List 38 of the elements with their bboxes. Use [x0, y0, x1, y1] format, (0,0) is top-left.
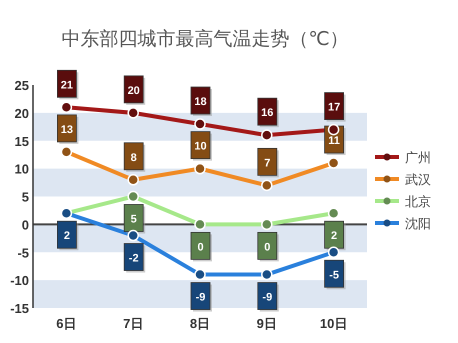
- y-tick-label: 20: [14, 106, 29, 121]
- legend-label: 沈阳: [405, 216, 431, 231]
- x-tick-label: 10日: [320, 316, 348, 331]
- data-label: 13: [60, 124, 74, 136]
- data-label: 10: [194, 140, 207, 153]
- x-tick-label: 9日: [256, 316, 277, 331]
- data-label: -5: [329, 269, 339, 282]
- data-label: 0: [197, 241, 204, 254]
- data-label: 16: [261, 107, 274, 120]
- y-tick-label: -5: [17, 245, 29, 260]
- data-label: -9: [262, 292, 272, 304]
- y-tick-label: 15: [14, 134, 29, 149]
- data-label: 8: [130, 152, 137, 164]
- data-label: 20: [128, 84, 140, 97]
- x-tick-label: 8日: [190, 316, 210, 331]
- data-label: 5: [130, 214, 137, 226]
- data-label: 2: [331, 230, 338, 242]
- y-tick-label: 10: [14, 162, 29, 177]
- data-label: -9: [196, 292, 206, 304]
- data-label: 18: [194, 96, 207, 108]
- y-tick-label: 25: [14, 78, 29, 93]
- y-tick-label: 5: [22, 190, 29, 204]
- x-tick-label: 6日: [56, 316, 77, 331]
- y-tick-label: -15: [10, 301, 29, 316]
- data-label: -2: [128, 252, 139, 265]
- y-tick-label: -10: [10, 273, 29, 288]
- legend-label: 武汉: [405, 172, 431, 187]
- data-label: 21: [60, 79, 74, 92]
- data-label: 2: [64, 230, 70, 242]
- y-tick-label: 0: [22, 217, 29, 232]
- chart-title: 中东部四城市最高气温走势（℃）: [61, 28, 349, 50]
- data-label: 0: [264, 241, 270, 254]
- legend-label: 北京: [405, 194, 431, 209]
- legend-label: 广州: [405, 150, 431, 165]
- data-label: 7: [264, 157, 270, 170]
- data-label: 17: [328, 102, 340, 114]
- data-label: 11: [328, 135, 340, 148]
- x-tick-label: 7日: [123, 316, 144, 331]
